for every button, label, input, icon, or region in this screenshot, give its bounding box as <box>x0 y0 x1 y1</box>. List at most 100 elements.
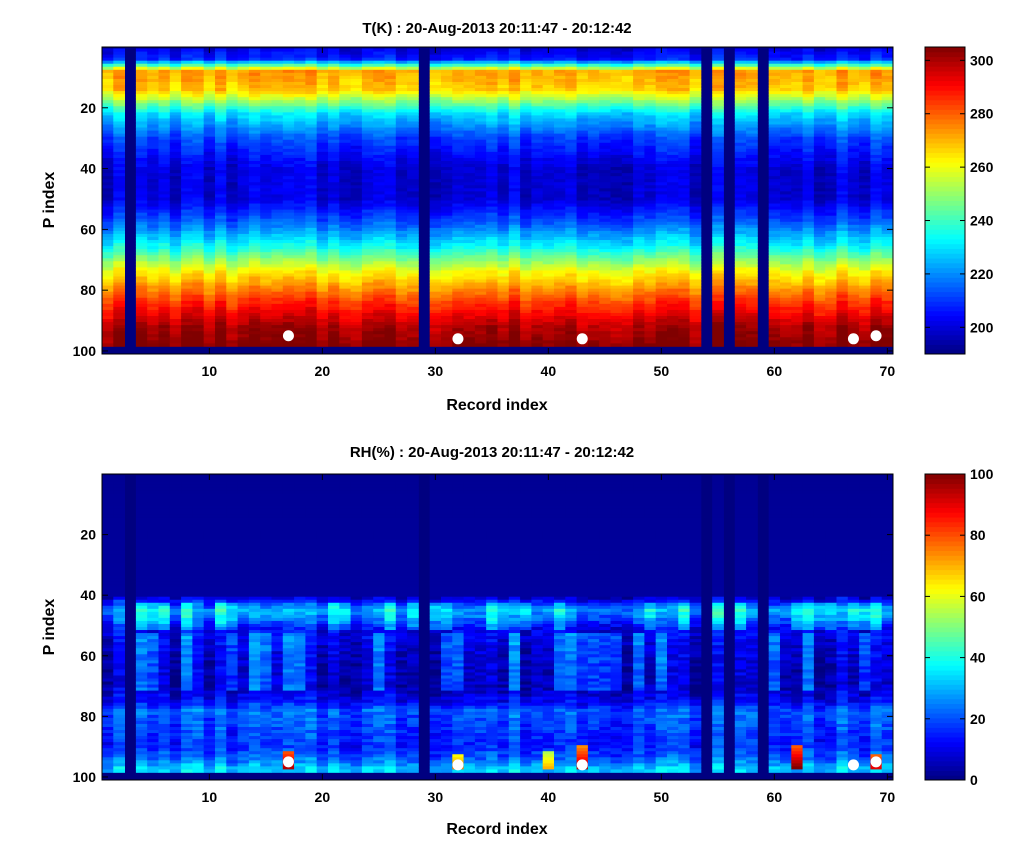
heatmap-cell <box>248 94 261 98</box>
heatmap-cell <box>520 240 532 244</box>
heatmap-cell <box>237 179 250 183</box>
heatmap-cell <box>316 115 329 119</box>
heatmap-cell <box>429 337 442 341</box>
heatmap-cell <box>486 72 498 77</box>
heatmap-cell <box>158 264 171 268</box>
heatmap-cell <box>113 157 125 162</box>
heatmap-cell <box>181 306 193 311</box>
heatmap-cell <box>497 66 510 71</box>
heatmap-cell <box>135 255 148 259</box>
heatmap-cell <box>339 200 351 204</box>
heatmap-cell <box>215 194 227 198</box>
heatmap-cell <box>587 319 600 323</box>
heatmap-cell <box>226 51 238 55</box>
heatmap-cell <box>169 75 182 80</box>
heatmap-cell <box>237 106 250 110</box>
heatmap-cell <box>678 157 690 162</box>
heatmap-cell <box>655 197 668 201</box>
heatmap-cell <box>102 319 114 323</box>
heatmap-cell <box>248 145 261 150</box>
heatmap-cell <box>169 54 182 59</box>
heatmap-cell <box>147 316 159 320</box>
heatmap-cell <box>350 127 363 131</box>
heatmap-cell <box>373 325 385 329</box>
heatmap-cell <box>361 273 374 277</box>
heatmap-cell <box>294 276 306 280</box>
heatmap-cell <box>610 255 623 259</box>
heatmap-cell <box>531 81 544 86</box>
heatmap-cell <box>565 75 577 80</box>
heatmap-cell <box>192 258 205 262</box>
heatmap-cell <box>237 75 250 80</box>
heatmap-cell <box>644 221 657 226</box>
heatmap-cell <box>497 233 510 238</box>
heatmap-cell <box>282 221 295 226</box>
heatmap-cell <box>113 133 125 138</box>
heatmap-cell <box>158 118 171 122</box>
heatmap-cell <box>350 233 363 238</box>
heatmap-cell <box>226 142 238 147</box>
heatmap-cell <box>226 197 238 201</box>
heatmap-cell <box>147 81 159 86</box>
heatmap-cell <box>554 72 566 77</box>
heatmap-cell <box>531 157 544 162</box>
heatmap-cell <box>135 334 148 338</box>
heatmap-cell <box>113 112 125 116</box>
heatmap-cell <box>429 331 442 335</box>
heatmap-cell <box>203 294 216 299</box>
heatmap-cell <box>531 276 544 280</box>
heatmap-cell <box>113 276 125 280</box>
heatmap-cell <box>169 100 182 104</box>
heatmap-cell <box>610 261 623 265</box>
heatmap-cell <box>655 325 668 329</box>
heatmap-cell <box>407 206 419 211</box>
heatmap-cell <box>610 218 623 223</box>
heatmap-cell <box>192 282 205 287</box>
heatmap-cell <box>463 176 476 180</box>
heatmap-cell <box>158 236 171 241</box>
heatmap-cell <box>316 112 329 116</box>
heatmap-cell <box>542 221 555 226</box>
heatmap-cell <box>678 133 690 138</box>
heatmap-cell <box>486 227 498 232</box>
heatmap-cell <box>384 94 397 98</box>
heatmap-cell <box>260 224 272 229</box>
heatmap-cell <box>429 94 442 98</box>
heatmap-cell <box>169 154 182 159</box>
heatmap-cell <box>633 136 645 141</box>
heatmap-cell <box>576 51 589 55</box>
heatmap-cell <box>520 233 532 238</box>
heatmap-cell <box>350 255 363 259</box>
heatmap-cell <box>497 194 510 198</box>
heatmap-cell <box>678 319 690 323</box>
heatmap-cell <box>294 236 306 241</box>
heatmap-cell <box>565 136 577 141</box>
heatmap-cell <box>554 151 566 156</box>
heatmap-cell <box>395 112 408 116</box>
heatmap-cell <box>282 112 295 116</box>
heatmap-cell <box>237 188 250 192</box>
heatmap-cell <box>644 88 657 92</box>
heatmap-cell <box>260 343 272 347</box>
heatmap-cell <box>452 176 464 180</box>
heatmap-cell <box>554 282 566 287</box>
heatmap-cell <box>452 179 464 183</box>
heatmap-cell <box>260 319 272 323</box>
heatmap-cell <box>282 312 295 317</box>
heatmap-cell <box>452 273 464 277</box>
heatmap-cell <box>305 112 318 116</box>
heatmap-cell <box>192 276 205 280</box>
heatmap-cell <box>248 124 261 128</box>
heatmap-cell <box>667 118 679 122</box>
heatmap-cell <box>294 66 306 71</box>
heatmap-cell <box>554 233 566 238</box>
heatmap-cell <box>520 316 532 320</box>
heatmap-cell <box>192 337 205 341</box>
heatmap-cell <box>452 267 464 271</box>
heatmap-cell <box>407 294 419 299</box>
heatmap-cell <box>565 230 577 235</box>
heatmap-cell <box>158 218 171 223</box>
heatmap-cell <box>373 127 385 131</box>
heatmap-cell <box>520 63 532 68</box>
heatmap-cell <box>633 151 645 156</box>
